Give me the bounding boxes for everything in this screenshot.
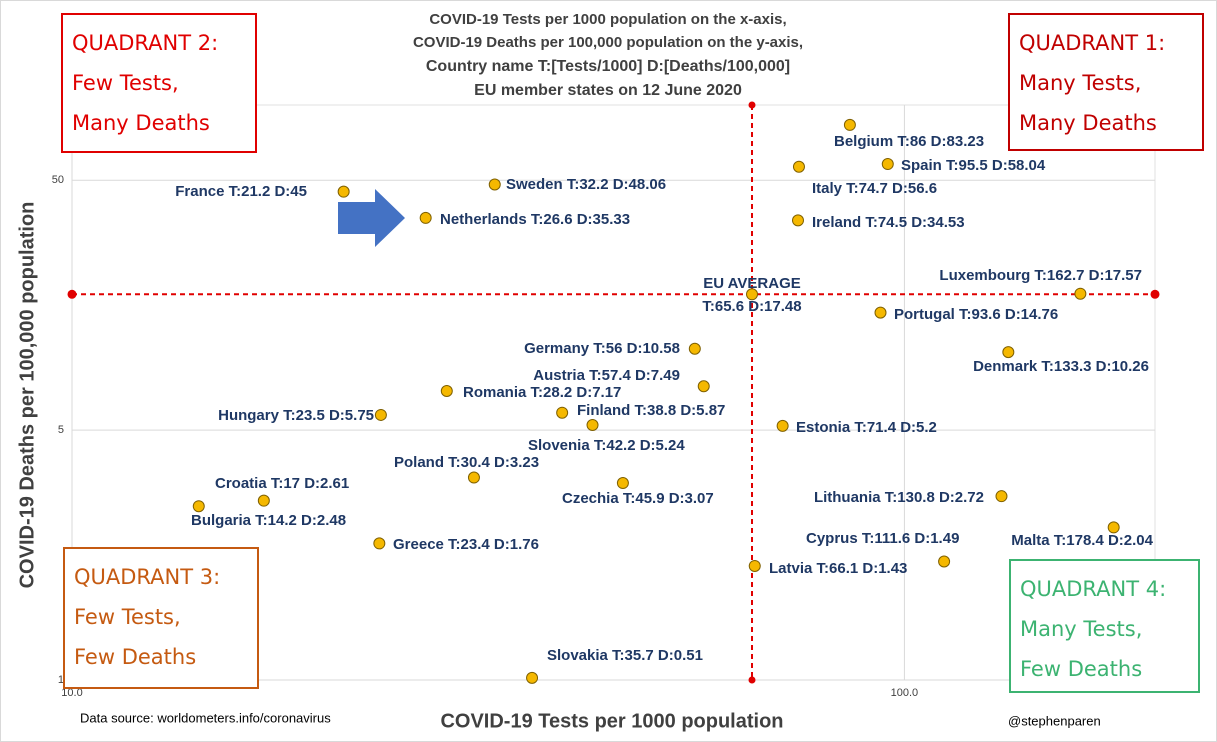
quadrant-box [61, 13, 257, 153]
point [748, 559, 761, 572]
point-label: Luxembourg T:162.7 D:17.57 [939, 267, 1142, 284]
quadrant-label: QUADRANT 4: [1020, 577, 1166, 601]
credit: @stephenparen [1008, 713, 1101, 728]
quadrant-label: Few Deaths [1020, 657, 1142, 681]
quadrant-box [1008, 13, 1204, 151]
point-label: Romania T:28.2 D:7.17 [463, 384, 621, 401]
point-label: Czechia T:45.9 D:3.07 [562, 490, 714, 507]
point [874, 306, 887, 319]
quadrant-label: Many Deaths [72, 111, 210, 135]
quadrant-label: QUADRANT 2: [72, 31, 218, 55]
plot-area: 1 5 50 10.0 100.0 EU AVERAGE T:65.6 D:17.48 Bel… [52, 101, 1160, 699]
point [616, 477, 629, 490]
source-note: Data source: worldometers.info/coronavir… [80, 710, 331, 725]
point [843, 118, 856, 131]
chart-title: Country name T:[Tests/1000] D:[Deaths/10… [426, 58, 790, 75]
point [526, 671, 539, 684]
chart-title: COVID-19 Deaths per 100,000 population o… [413, 34, 803, 51]
quadrant-label: Many Deaths [1019, 111, 1157, 135]
quadrant-label: Few Tests, [72, 71, 179, 95]
point [1107, 521, 1120, 534]
quadrant-label: Few Deaths [74, 645, 196, 669]
point-label: Ireland T:74.5 D:34.53 [812, 214, 965, 231]
point [488, 178, 501, 191]
x-axis-label: COVID-19 Tests per 1000 population [440, 710, 783, 732]
point [440, 384, 453, 397]
arrow [338, 189, 405, 247]
quadrant-label: Many Tests, [1020, 617, 1142, 641]
point [792, 160, 805, 173]
point-label: Hungary T:23.5 D:5.75 [218, 407, 374, 424]
point-label: Slovakia T:35.7 D:0.51 [547, 647, 703, 664]
point-label: Slovenia T:42.2 D:5.24 [528, 437, 685, 454]
y-tick-label: 5 [58, 424, 64, 436]
line-end [748, 101, 756, 109]
point-label: Lithuania T:130.8 D:2.72 [814, 489, 984, 506]
y-tick-label: 50 [52, 174, 64, 186]
point [373, 537, 386, 550]
point [776, 419, 789, 432]
average-point [746, 288, 759, 301]
point-label: Croatia T:17 D:2.61 [215, 475, 349, 492]
point-label: Finland T:38.8 D:5.87 [577, 402, 725, 419]
point-label: France T:21.2 D:45 [175, 183, 307, 200]
x-tick-label: 10.0 [61, 687, 82, 699]
point-label: Bulgaria T:14.2 D:2.48 [191, 512, 346, 529]
chart-title: COVID-19 Tests per 1000 population on th… [429, 11, 786, 28]
point-label: Portugal T:93.6 D:14.76 [894, 306, 1058, 323]
point [374, 408, 387, 421]
x-tick-label: 100.0 [891, 687, 919, 699]
point [419, 211, 432, 224]
point-label: Germany T:56 D:10.58 [524, 340, 680, 357]
point [995, 490, 1008, 503]
point-label: Malta T:178.4 D:2.04 [1011, 532, 1153, 549]
point [556, 406, 569, 419]
point-label: Spain T:95.5 D:58.04 [901, 157, 1046, 174]
quadrant-box [63, 547, 259, 689]
point [257, 494, 270, 507]
point-label: Estonia T:71.4 D:5.2 [796, 419, 937, 436]
point-label: Netherlands T:26.6 D:35.33 [440, 211, 630, 228]
point [1074, 287, 1087, 300]
point [1002, 346, 1015, 359]
point [697, 380, 710, 393]
quadrant-label: Many Tests, [1019, 71, 1141, 95]
quadrant-box [1009, 559, 1200, 693]
line-end [1150, 289, 1160, 299]
point [688, 342, 701, 355]
point-label: Sweden T:32.2 D:48.06 [506, 176, 666, 193]
point-label: Greece T:23.4 D:1.76 [393, 536, 539, 553]
point-label: Poland T:30.4 D:3.23 [394, 454, 539, 471]
y-tick-label: 1 [58, 674, 64, 686]
point [467, 471, 480, 484]
quadrant-label: QUADRANT 1: [1019, 31, 1165, 55]
average-label: T:65.6 D:17.48 [702, 298, 801, 315]
point-label: Denmark T:133.3 D:10.26 [973, 358, 1149, 375]
average-label: EU AVERAGE [703, 275, 801, 292]
quadrant-label: Few Tests, [74, 605, 181, 629]
line-end [748, 676, 756, 684]
point [192, 500, 205, 513]
point-label: Italy T:74.7 D:56.6 [812, 180, 937, 197]
point [337, 185, 350, 198]
point-label: Belgium T:86 D:83.23 [834, 133, 984, 150]
point [938, 555, 951, 568]
chart-title: EU member states on 12 June 2020 [474, 82, 742, 99]
point [791, 214, 804, 227]
line-end [67, 289, 77, 299]
y-axis-label: COVID-19 Deaths per 100,000 population [16, 202, 38, 589]
point-label: Latvia T:66.1 D:1.43 [769, 560, 907, 577]
point-label: Austria T:57.4 D:7.49 [533, 367, 680, 384]
point-label: Cyprus T:111.6 D:1.49 [806, 530, 959, 547]
point [881, 158, 894, 171]
quadrant-label: QUADRANT 3: [74, 565, 220, 589]
point [586, 419, 599, 432]
